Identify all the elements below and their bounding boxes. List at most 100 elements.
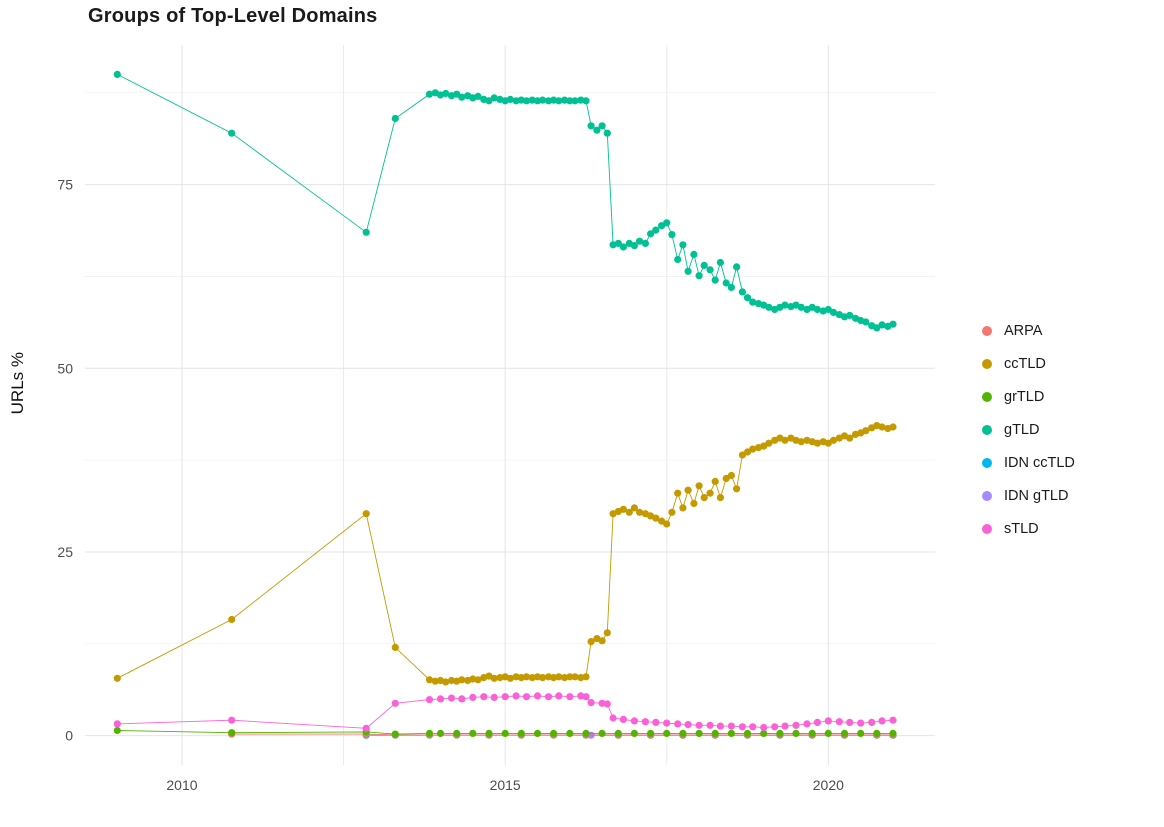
data-point bbox=[490, 94, 498, 102]
data-point bbox=[641, 239, 650, 247]
data-point bbox=[700, 494, 708, 502]
data-point bbox=[453, 729, 461, 738]
data-point bbox=[674, 255, 682, 264]
data-point bbox=[840, 729, 849, 738]
gridlines bbox=[85, 45, 935, 765]
data-point bbox=[469, 693, 477, 702]
data-point bbox=[706, 721, 714, 729]
data-point bbox=[690, 250, 698, 258]
data-point bbox=[803, 720, 811, 728]
data-point bbox=[679, 729, 687, 738]
data-point bbox=[598, 637, 606, 645]
series-grtld bbox=[113, 726, 897, 738]
x-tick-label: 2020 bbox=[813, 777, 844, 793]
data-point bbox=[469, 729, 477, 738]
legend-item-arpa: ARPA bbox=[982, 314, 1075, 347]
data-point bbox=[722, 279, 730, 287]
data-point bbox=[760, 723, 768, 732]
data-point bbox=[436, 695, 445, 703]
data-point bbox=[490, 674, 498, 682]
data-point bbox=[695, 482, 703, 490]
series-stld bbox=[113, 692, 897, 732]
data-point bbox=[711, 477, 719, 485]
data-point bbox=[544, 693, 553, 701]
data-point bbox=[716, 258, 725, 267]
data-point bbox=[889, 423, 897, 431]
data-point bbox=[391, 643, 399, 652]
data-point bbox=[727, 722, 736, 730]
data-point bbox=[425, 696, 434, 704]
data-point bbox=[684, 486, 692, 494]
data-point bbox=[743, 294, 752, 302]
data-point bbox=[442, 678, 450, 686]
data-point bbox=[587, 638, 595, 646]
data-point bbox=[571, 97, 579, 105]
legend-item-idn-gtld: IDN gTLD bbox=[982, 479, 1075, 512]
legend-label: ccTLD bbox=[1004, 355, 1046, 372]
x-tick-label: 2010 bbox=[166, 777, 197, 793]
data-point bbox=[690, 499, 698, 507]
data-point bbox=[391, 730, 399, 738]
data-point bbox=[749, 723, 757, 731]
data-point bbox=[228, 615, 236, 624]
data-point bbox=[625, 508, 633, 516]
data-point bbox=[614, 729, 622, 738]
legend-label: gTLD bbox=[1004, 421, 1040, 438]
data-point bbox=[522, 97, 531, 105]
chart-title: Groups of Top-Level Domains bbox=[88, 5, 378, 27]
data-point bbox=[808, 729, 816, 738]
data-point bbox=[555, 673, 563, 681]
data-point bbox=[506, 674, 514, 682]
data-point bbox=[630, 729, 639, 738]
data-point bbox=[829, 308, 838, 316]
data-point bbox=[813, 718, 822, 727]
data-point bbox=[550, 729, 558, 738]
data-point bbox=[846, 718, 854, 727]
data-point bbox=[862, 427, 870, 435]
data-point bbox=[485, 729, 493, 738]
data-point bbox=[425, 729, 434, 738]
legend-item-cctld: ccTLD bbox=[982, 347, 1075, 380]
data-point bbox=[792, 721, 800, 729]
data-point bbox=[792, 729, 800, 738]
data-point bbox=[582, 97, 590, 105]
data-point bbox=[619, 243, 628, 251]
data-point bbox=[391, 699, 399, 707]
data-point bbox=[813, 305, 822, 314]
data-point bbox=[711, 276, 719, 284]
data-point bbox=[636, 508, 644, 516]
data-point bbox=[474, 676, 482, 684]
series-cctld bbox=[113, 422, 897, 686]
data-point bbox=[566, 693, 574, 701]
x-tick-label: 2015 bbox=[490, 777, 521, 793]
data-point bbox=[781, 436, 789, 444]
data-point bbox=[533, 692, 542, 700]
data-point bbox=[614, 239, 622, 247]
data-point bbox=[539, 96, 547, 104]
legend-label: grTLD bbox=[1004, 388, 1045, 405]
data-point bbox=[716, 494, 725, 502]
data-point bbox=[663, 729, 671, 738]
data-point bbox=[663, 719, 671, 727]
legend: ARPA ccTLD grTLD gTLD IDN ccTLD IDN gTLD sTLD bbox=[982, 314, 1075, 545]
legend-item-gtld: gTLD bbox=[982, 413, 1075, 446]
data-point bbox=[862, 318, 870, 326]
data-point bbox=[771, 723, 779, 731]
data-point bbox=[490, 693, 498, 702]
legend-swatch-icon bbox=[982, 325, 992, 336]
data-point bbox=[711, 729, 719, 738]
data-point bbox=[391, 114, 399, 123]
data-point bbox=[868, 718, 876, 727]
data-point bbox=[765, 303, 773, 311]
data-point bbox=[797, 438, 805, 446]
data-point bbox=[539, 674, 547, 682]
data-point bbox=[700, 261, 708, 269]
data-point bbox=[722, 474, 730, 483]
data-point bbox=[727, 729, 736, 738]
data-point bbox=[641, 718, 650, 726]
data-point bbox=[695, 729, 703, 738]
data-point bbox=[878, 321, 886, 329]
legend-item-grtld: grTLD bbox=[982, 380, 1075, 413]
data-point bbox=[889, 320, 897, 328]
